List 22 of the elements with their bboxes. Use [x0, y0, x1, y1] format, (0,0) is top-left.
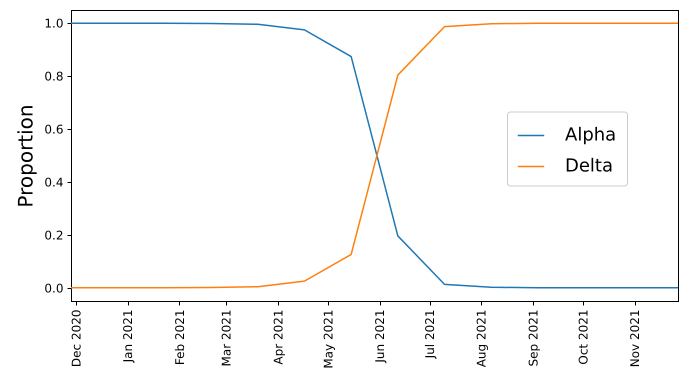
x-tick-label: Mar 2021	[220, 310, 234, 366]
x-tick-label: Jul 2021	[423, 310, 438, 360]
x-tick-label: Feb 2021	[172, 310, 187, 366]
line-series	[71, 22, 678, 289]
x-tick-label: Dec 2020	[70, 310, 84, 368]
legend-label: Alpha	[565, 124, 616, 146]
x-tick-label: Apr 2021	[271, 310, 286, 365]
y-tick-label: 1.0	[44, 16, 64, 31]
x-tick-label: May 2021	[321, 310, 336, 369]
y-axis-title: Proportion	[13, 104, 38, 208]
legend-label: Delta	[565, 156, 614, 176]
x-tick-label: Sep 2021	[526, 310, 540, 366]
y-tick-label: 0.8	[44, 70, 64, 84]
y-tick-label: 0.6	[44, 122, 64, 137]
y-tick-label: 0.4	[44, 175, 64, 190]
x-tick-label: Aug 2021	[474, 310, 489, 368]
x-tick-label: Oct 2021	[576, 310, 590, 365]
y-tick-label: 0.2	[44, 228, 64, 242]
x-tick-label: Nov 2021	[628, 310, 642, 368]
x-tick-label: Jan 2021	[121, 310, 136, 364]
y-tick-label: 0.0	[44, 281, 64, 296]
x-tick-label: Jun 2021	[373, 310, 388, 364]
